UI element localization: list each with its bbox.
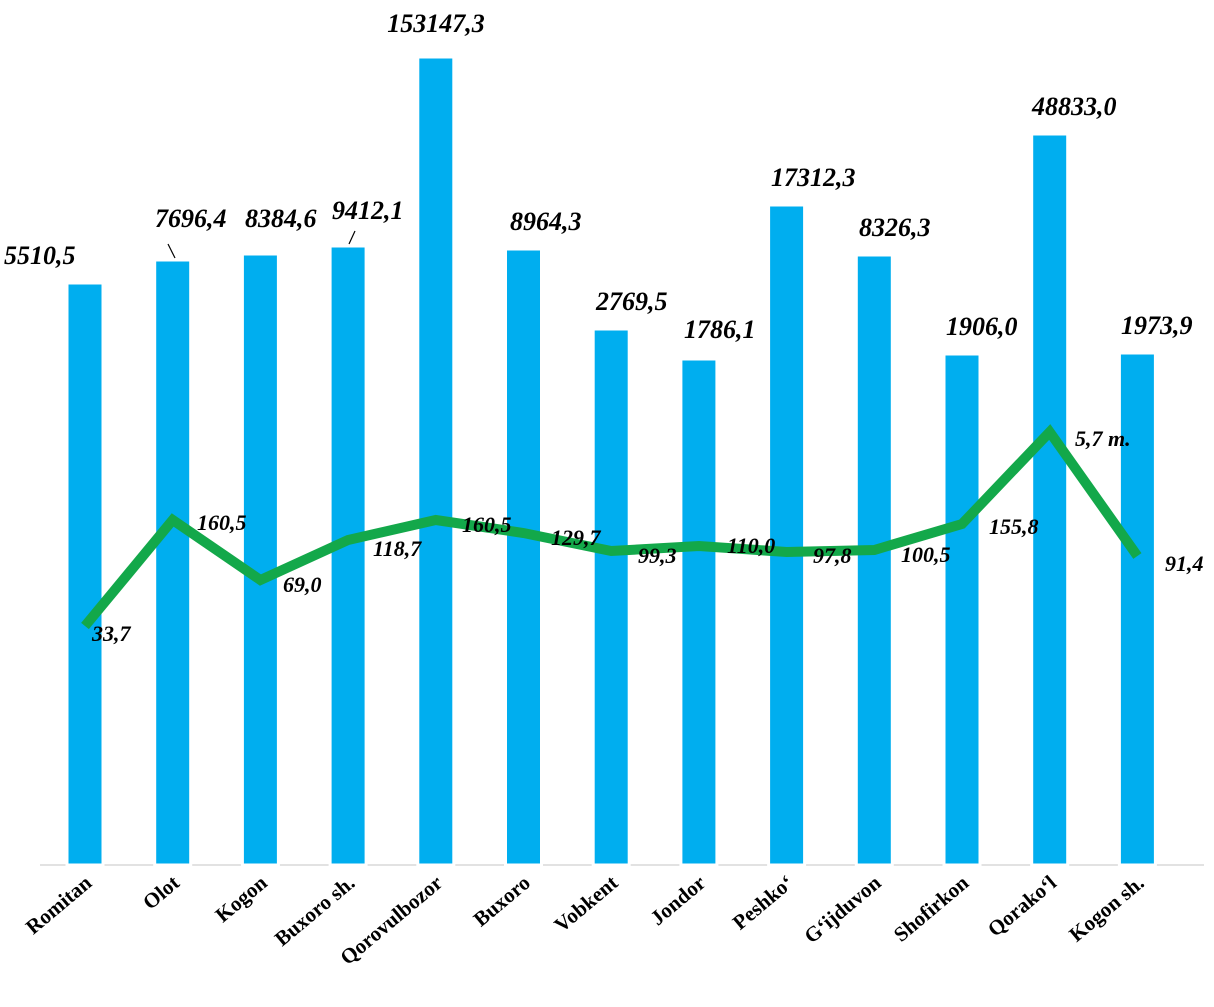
line-value-label: 118,7 (373, 536, 422, 561)
line-value-label: 110,0 (727, 533, 775, 558)
bar-value-label: 8326,3 (859, 213, 931, 242)
bar-value-label: 153147,3 (387, 9, 485, 38)
line-value-label: 91,4 (1165, 551, 1204, 576)
category-label: G‘ijduvon (799, 870, 885, 948)
category-label: Olot (138, 870, 184, 914)
bar-6 (506, 249, 542, 865)
category-label: Peshkoʻ (728, 870, 798, 934)
category-label: Vobkent (549, 870, 622, 937)
bar-11 (944, 354, 980, 865)
leader-line (168, 244, 175, 258)
category-label: Romitan (21, 870, 97, 939)
bar-1 (67, 283, 103, 865)
category-label: Kogon sh. (1064, 870, 1148, 946)
bar-value-label: 9412,1 (332, 196, 404, 225)
bar-value-label: 1906,0 (946, 312, 1018, 341)
category-label: Kogon (211, 870, 272, 927)
bar-value-label: 48833,0 (1031, 92, 1117, 121)
bar-12 (1032, 134, 1068, 865)
bar-value-label: 8964,3 (510, 207, 582, 236)
line-value-label: 155,8 (989, 514, 1039, 539)
line-value-label: 100,5 (901, 542, 951, 567)
line-value-label: 160,5 (462, 512, 512, 537)
bar-value-label: 7696,4 (155, 204, 227, 233)
line-value-label: 160,5 (197, 510, 247, 535)
bar-value-label: 2769,5 (595, 287, 668, 316)
line-value-label: 69,0 (283, 572, 322, 597)
category-label: Buxoro (469, 870, 535, 931)
line-value-label: 99,3 (638, 543, 677, 568)
line-value-label: 33,7 (91, 621, 132, 646)
line-value-label: 129,7 (551, 525, 602, 550)
bar-value-label: 1786,1 (684, 315, 756, 344)
line-value-label: 97,8 (813, 543, 852, 568)
bar-value-label: 17312,3 (771, 163, 856, 192)
bar-3 (242, 254, 278, 865)
category-labels: RomitanOlotKogonBuxoro sh.QorovulbozorBu… (21, 870, 1149, 969)
leader-line (349, 231, 355, 244)
bar-value-label: 5510,5 (4, 241, 76, 270)
category-label: Shofirkon (889, 870, 974, 946)
category-label: Jondor (646, 870, 711, 930)
category-label: Buxoro sh. (270, 870, 359, 950)
line-value-label: 5,7 m. (1075, 426, 1131, 451)
bar-4 (330, 246, 366, 865)
bar-7 (593, 329, 629, 865)
bar-value-label: 8384,6 (245, 204, 317, 233)
category-label: Qorako‘l (983, 870, 1061, 941)
bar-5 (418, 57, 454, 865)
bar-2 (155, 260, 191, 865)
bar-series (67, 57, 1155, 865)
bar-value-label: 1973,9 (1121, 311, 1193, 340)
bar-8 (681, 359, 717, 865)
bar-10 (856, 255, 892, 865)
